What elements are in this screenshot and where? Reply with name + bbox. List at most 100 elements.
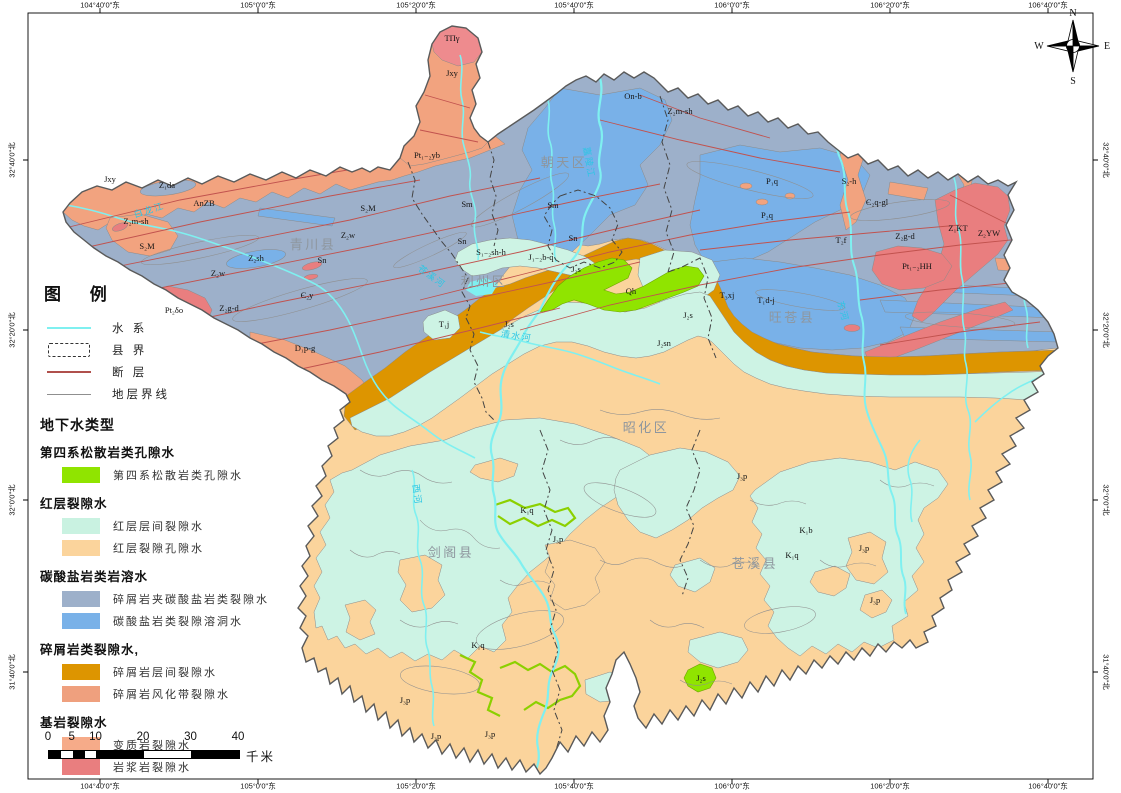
legend-line-label: 水 系	[112, 323, 148, 335]
river-symbol	[40, 327, 98, 329]
legend-item-label: 第四系松散岩类孔隙水	[113, 470, 243, 482]
coordinate-label: 32°40'0"北	[7, 142, 17, 178]
geo-label: Sn	[318, 255, 328, 265]
scale-bar-tick: 40	[231, 731, 245, 743]
coordinate-label: 106°40'0"东	[1028, 781, 1068, 791]
legend-line-label: 断 层	[112, 367, 148, 379]
legend-color-swatch	[62, 664, 100, 680]
map-frame	[23, 8, 1098, 784]
legend-color-swatch	[62, 759, 100, 775]
coordinate-label: 104°40'0"东	[80, 781, 120, 791]
geo-label: J₃p	[859, 543, 870, 553]
coordinate-label: 32°0'0"北	[1101, 484, 1111, 516]
geo-label: Z₂g-d	[219, 303, 239, 313]
coordinate-label: 31°40'0"北	[7, 654, 17, 690]
geo-label: Pt₁₋₂HH	[902, 261, 932, 271]
scale-bar-segment	[143, 751, 192, 758]
compass-south-label: S	[1070, 76, 1076, 87]
scale-bar-segment	[96, 751, 144, 758]
geo-label: Z₂m-sh	[667, 106, 693, 116]
scale-bar-segment	[72, 751, 85, 758]
legend-color-swatch	[62, 737, 100, 753]
compass-icon	[1046, 19, 1100, 73]
geo-label: Z₂w	[211, 268, 226, 278]
legend-line-item: 断 层	[40, 361, 290, 383]
geo-label: Jxy	[446, 68, 459, 78]
river-label: 东河	[835, 300, 851, 323]
geo-label: K₁q	[471, 640, 485, 650]
scale-bar-tick: 0	[44, 731, 52, 743]
geo-label: K₁b	[799, 525, 812, 535]
legend-group-header: 第四系松散岩类孔隙水	[40, 446, 176, 460]
legend-item: 碎屑岩层间裂隙水	[40, 661, 290, 683]
geo-label: Z₁KT	[948, 223, 968, 233]
geo-label: AnZB	[193, 198, 215, 208]
compass-rose: N E S W	[1034, 8, 1110, 87]
county-label: 青川县	[290, 237, 337, 252]
river-label: 清水河	[500, 327, 533, 343]
scale-bar-tick: 20	[136, 731, 150, 743]
geo-label: T₃xj	[720, 290, 735, 300]
region-orange-intrusions	[344, 457, 893, 641]
legend-color-swatch	[62, 518, 100, 534]
coordinate-label: 106°20'0"东	[870, 0, 910, 10]
geo-label: S₂-h	[842, 176, 858, 186]
fault-symbol	[40, 371, 98, 373]
legend-item: 变质岩裂隙水	[40, 734, 290, 756]
county-label: 苍溪县	[732, 556, 779, 571]
geo-label: J₃p	[431, 731, 442, 741]
legend-item-label: 碎屑岩风化带裂隙水	[113, 689, 230, 701]
geo-label: J₂s	[504, 319, 514, 329]
scale-bar: 0 5 10 20 30 40 千米	[44, 731, 304, 767]
coordinate-label: 104°40'0"东	[80, 0, 120, 10]
scale-bar-segment	[84, 751, 97, 758]
geo-label: Sm	[547, 200, 559, 210]
legend-group-header: 基岩裂隙水	[40, 716, 108, 730]
legend-line-label: 县 界	[112, 345, 148, 357]
legend-item-label: 岩浆岩裂隙水	[113, 762, 191, 774]
legend-item: 碎屑岩风化带裂隙水	[40, 683, 290, 705]
coordinate-label: 105°40'0"东	[554, 0, 594, 10]
geo-label: K₁q	[520, 505, 534, 515]
geo-label: Pt₁₋₂yb	[414, 150, 440, 160]
legend-item-label: 碳酸盐岩类裂隙溶洞水	[113, 616, 243, 628]
coordinate-label: 32°0'0"北	[7, 484, 17, 516]
coordinate-label: 32°20'0"北	[7, 312, 17, 348]
geo-label: ΤΠγ	[444, 33, 459, 43]
legend-item-label: 红层裂隙孔隙水	[113, 543, 204, 555]
legend-title: 图 例	[44, 285, 119, 304]
geo-label: J₃p	[400, 695, 411, 705]
scale-bar-tick: 5	[68, 731, 75, 743]
legend-line-item: 水 系	[40, 317, 290, 339]
river-label: 西河	[411, 483, 425, 505]
frame-ticks	[23, 8, 1098, 784]
scale-bar-segment	[60, 751, 73, 758]
geo-label: On-b	[624, 91, 641, 101]
coordinate-label: 106°0'0"东	[714, 0, 750, 10]
groundwater-section-title: 地下水类型	[40, 417, 115, 433]
geo-label: Z₂YW	[978, 228, 1000, 238]
scale-bar-graphic	[48, 750, 240, 759]
geo-label: J₃p	[553, 534, 564, 544]
geo-label: Z₁da	[159, 180, 175, 190]
geo-label: S₂M	[139, 241, 155, 251]
legend-line-label: 地层界线	[112, 389, 170, 401]
legend-line-item: 县 界	[40, 339, 290, 361]
legend-item-label: 碎屑岩层间裂隙水	[113, 667, 217, 679]
coordinate-label: 105°0'0"东	[240, 0, 276, 10]
scale-bar-tick: 10	[89, 731, 102, 743]
geology-labels: ΤΠγ Jxy Jxy Z₁da AnZB Z₂m-sh S₂M S₂M Z₂w Z₂w Z₂sh S…	[104, 33, 1000, 741]
legend-panel: 图 例 水 系县 界断 层地层界线 地下水类型 第四系松散岩类孔隙水 第四系松散岩…	[40, 280, 290, 778]
coordinate-label: 32°40'0"北	[1101, 142, 1111, 178]
geo-label: Є₂q-gl	[866, 197, 889, 207]
scale-bar-tick: 30	[184, 731, 197, 743]
scale-bar-segment	[49, 751, 61, 758]
legend-color-swatch	[62, 591, 100, 607]
compass-west-label: W	[1034, 41, 1044, 52]
geo-label: J₂s	[683, 310, 693, 320]
legend-item-label: 红层层间裂隙水	[113, 521, 204, 533]
legend-color-swatch	[62, 613, 100, 629]
